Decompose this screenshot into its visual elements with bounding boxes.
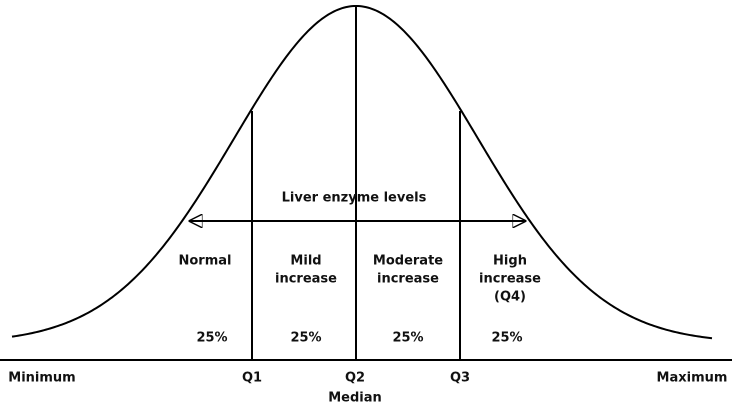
title: Liver enzyme levels (282, 191, 427, 206)
zone-label: increase (479, 272, 541, 287)
zone-label: increase (275, 272, 337, 287)
axis-label: Maximum (657, 371, 728, 386)
zone-label: Mild (290, 254, 321, 269)
median-label: Median (328, 391, 382, 406)
bell-curve (11, 4, 713, 340)
axis-label: Q3 (450, 371, 470, 386)
zone-share: 25% (290, 331, 321, 346)
axis-label: Q2 (345, 371, 365, 386)
axis-label: Q1 (242, 371, 262, 386)
zone-label: Normal (179, 254, 232, 269)
zone-label: High (493, 254, 527, 269)
zone-label: (Q4) (494, 290, 526, 305)
zone-share: 25% (491, 331, 522, 346)
axis-label: Minimum (8, 371, 75, 386)
zone-label: Moderate (373, 254, 443, 269)
zone-share: 25% (196, 331, 227, 346)
zone-label: increase (377, 272, 439, 287)
zone-share: 25% (392, 331, 423, 346)
